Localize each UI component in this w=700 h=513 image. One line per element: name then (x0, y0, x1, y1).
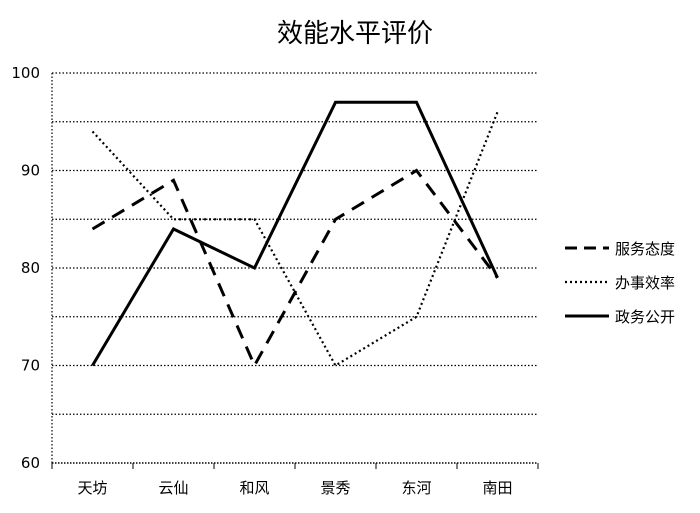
axis-layer: 60 70 80 90 100 天坊 云仙 和风 景秀 东河 南田 (11, 64, 539, 497)
legend-label: 服务态度 (615, 240, 675, 258)
series-line (91, 100, 499, 367)
x-tick-label: 东河 (401, 479, 431, 497)
legend-label: 办事效率 (615, 274, 675, 292)
y-tick-label: 70 (21, 357, 40, 375)
series-line (91, 168, 499, 369)
y-tick-label: 90 (21, 162, 40, 180)
grid-layer (52, 72, 538, 415)
series-line (91, 111, 499, 368)
x-tick-label: 天坊 (77, 479, 107, 497)
x-tick-label: 南田 (482, 479, 512, 497)
y-tick-label: 60 (21, 454, 40, 472)
x-tick-label: 景秀 (320, 479, 350, 497)
x-tick-label: 和风 (239, 479, 269, 497)
x-tick-label: 云仙 (158, 479, 188, 497)
y-tick-label: 80 (21, 259, 40, 277)
y-tick-label: 100 (11, 64, 40, 82)
series-layer (91, 100, 499, 369)
chart-title: 效能水平评价 (277, 19, 433, 49)
legend-label: 政务公开 (615, 308, 675, 326)
